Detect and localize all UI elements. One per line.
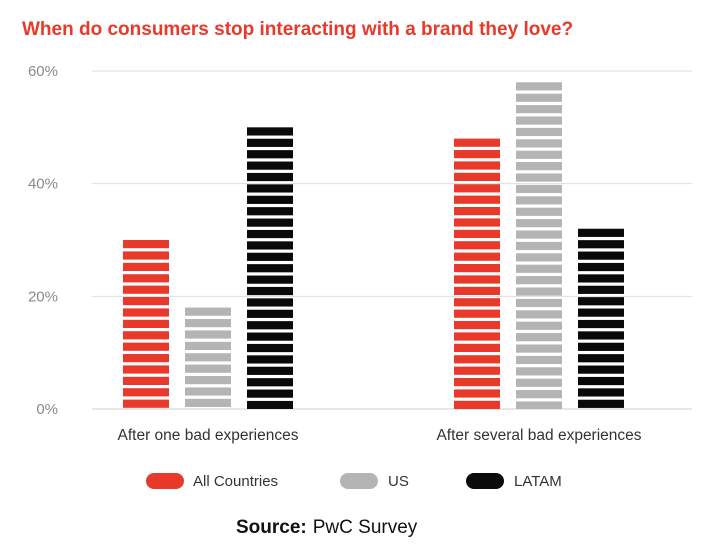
bar-all-countries-several	[454, 138, 500, 409]
source-label: Source:	[236, 517, 307, 538]
category-label-several: After several bad experiences	[436, 427, 641, 444]
bar-us-one	[185, 307, 231, 407]
bars	[123, 82, 624, 409]
legend-label-all-countries: All Countries	[193, 473, 278, 490]
y-tick-label: 20%	[28, 288, 58, 305]
source-note: Source: PwC Survey	[236, 517, 418, 538]
legend-label-us: US	[388, 473, 409, 490]
bar-latam-one	[247, 127, 293, 409]
bar-latam-several	[578, 228, 624, 408]
bar-us-several	[516, 82, 562, 409]
legend-swatch-us	[340, 473, 378, 489]
y-tick-label: 60%	[28, 63, 58, 80]
legend-item-latam: LATAM	[466, 473, 562, 490]
legend-swatch-all-countries	[146, 473, 184, 489]
y-tick-label: 40%	[28, 176, 58, 193]
category-labels: After one bad experiences After several b…	[118, 427, 642, 444]
legend-item-all-countries: All Countries	[146, 473, 278, 490]
y-tick-label: 0%	[36, 401, 58, 418]
y-tick-labels: 0% 20% 40% 60%	[28, 63, 58, 418]
legend-label-latam: LATAM	[514, 473, 562, 490]
category-label-one: After one bad experiences	[118, 427, 299, 444]
chart-title: When do consumers stop interacting with …	[22, 19, 573, 40]
legend-swatch-latam	[466, 473, 504, 489]
bar-all-countries-one	[123, 240, 169, 408]
y-gridlines	[92, 70, 692, 410]
legend: All Countries US LATAM	[146, 473, 562, 490]
source-text: PwC Survey	[313, 517, 418, 538]
legend-item-us: US	[340, 473, 409, 490]
